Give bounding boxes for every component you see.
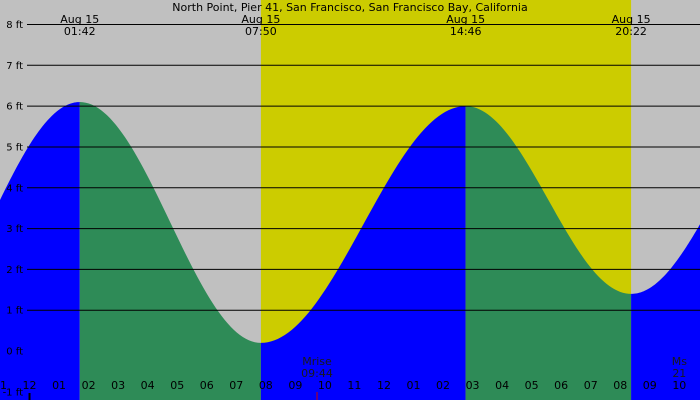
x-tick-label: 10	[672, 379, 686, 392]
moon-event-label: Mrise	[302, 355, 332, 368]
x-tick-label: 06	[554, 379, 568, 392]
tide-event-time: 01:42	[64, 25, 96, 38]
tide-event-date: Aug 15	[446, 13, 485, 26]
height-gridlines	[27, 23, 700, 311]
x-tick-label: 08	[259, 379, 273, 392]
y-tick-label: 5 ft	[6, 142, 23, 153]
tide-areas	[0, 102, 700, 400]
tide-event-date: Aug 15	[241, 13, 280, 26]
y-tick-label: 4 ft	[6, 183, 23, 194]
y-tick-label: 3 ft	[6, 224, 23, 235]
x-tick-label: 04	[495, 379, 509, 392]
x-tick-labels: 11 12 01 02 03 04 05 06 07 08 09 10 11 12 01 02 03 04 05 06…	[0, 379, 686, 400]
x-tick-label: 01	[52, 379, 66, 392]
y-tick-labels: 8 ft 7 ft 6 ft 5 ft 4 ft 3 ft 2 ft 1 ft 0 ft -1 f…	[3, 20, 23, 398]
x-tick-label: 09	[288, 379, 302, 392]
y-tick-label: 6 ft	[6, 102, 23, 113]
x-tick-label: 01	[407, 379, 421, 392]
y-tick-label: 0 ft	[6, 347, 23, 358]
x-tick-label: 03	[466, 379, 480, 392]
moon-event-label: Ms	[672, 355, 687, 368]
x-tick-label: 02	[436, 379, 450, 392]
x-tick-label: 08	[613, 379, 627, 392]
y-tick-label: 1 ft	[6, 306, 23, 317]
x-tick-label: 11	[347, 379, 361, 392]
rising-tide-area	[260, 106, 466, 400]
x-tick-label: 02	[82, 379, 96, 392]
midnight-marker	[28, 393, 31, 400]
x-tick-label: 05	[170, 379, 184, 392]
y-tick-label: -1 ft	[3, 387, 23, 398]
x-tick-label: 11	[0, 379, 7, 392]
x-tick-label: 04	[141, 379, 155, 392]
falling-tide-area	[79, 102, 261, 400]
x-tick-label: 12	[377, 379, 391, 392]
tide-event-date: Aug 15	[60, 13, 99, 26]
rising-tide-area	[0, 102, 80, 400]
tide-event-time: 07:50	[245, 25, 277, 38]
moon-event-time: 09:44	[301, 367, 333, 380]
rising-tide-area	[631, 224, 700, 400]
moon-event-time: 21	[672, 367, 686, 380]
falling-tide-area	[465, 106, 632, 400]
y-tick-label: 7 ft	[6, 61, 23, 72]
tide-event-time: 20:22	[615, 25, 647, 38]
x-tick-label: 09	[643, 379, 657, 392]
x-tick-label: 10	[318, 379, 332, 392]
x-tick-label: 07	[229, 379, 243, 392]
x-tick-label: 07	[584, 379, 598, 392]
tide-event-date: Aug 15	[612, 13, 651, 26]
x-tick-label: 12	[23, 379, 37, 392]
x-tick-label: 06	[200, 379, 214, 392]
x-tick-label: 03	[111, 379, 125, 392]
y-tick-label: 8 ft	[6, 20, 23, 31]
moon-event-marker	[316, 392, 318, 400]
chart-title: North Point, Pier 41, San Francisco, San…	[172, 1, 527, 14]
tide-event-time: 14:46	[450, 25, 482, 38]
y-tick-label: 2 ft	[6, 265, 23, 276]
x-tick-label: 05	[525, 379, 539, 392]
